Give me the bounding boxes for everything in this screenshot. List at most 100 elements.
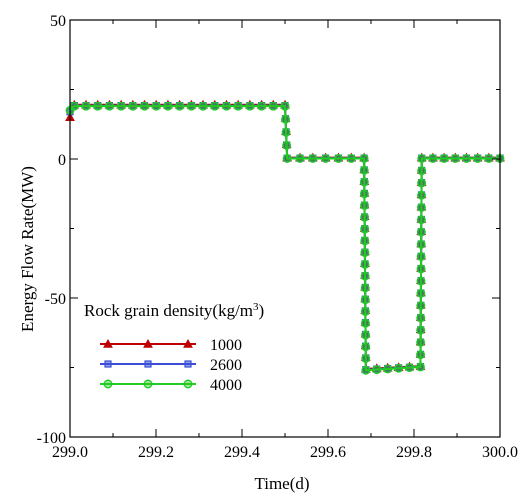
series-layer bbox=[65, 99, 505, 375]
legend-marker bbox=[143, 338, 153, 348]
data-point bbox=[360, 212, 370, 222]
data-point bbox=[140, 101, 149, 111]
legend-entries: 1000 2600 4000 bbox=[100, 337, 242, 394]
data-point bbox=[417, 153, 427, 163]
x-tick-label: 299.0 bbox=[52, 444, 88, 461]
legend-label: 2600 bbox=[210, 357, 242, 374]
x-tick-label: 299.4 bbox=[224, 444, 260, 461]
data-point bbox=[321, 153, 331, 163]
data-point bbox=[360, 271, 370, 281]
data-point bbox=[245, 101, 255, 111]
data-point bbox=[334, 153, 343, 163]
legend-label: 4000 bbox=[210, 377, 242, 394]
data-point bbox=[484, 153, 494, 163]
data-point bbox=[416, 203, 426, 212]
data-point bbox=[417, 190, 426, 200]
data-point bbox=[428, 153, 438, 163]
data-point bbox=[360, 259, 370, 269]
legend-marker bbox=[144, 360, 152, 368]
y-axis-label: Energy Flow Rate(MW) bbox=[18, 166, 37, 332]
data-point bbox=[116, 101, 126, 111]
ticks-layer: 299.0 299.2 299.4 299.6 299.8 300.0 50 0 -50 -100 bbox=[37, 13, 518, 461]
data-point bbox=[175, 101, 185, 111]
data-point bbox=[416, 362, 425, 372]
data-point bbox=[416, 252, 426, 262]
data-point bbox=[359, 165, 369, 175]
data-point bbox=[450, 153, 460, 163]
data-point bbox=[439, 153, 449, 163]
data-point bbox=[416, 239, 426, 249]
legend-marker bbox=[104, 360, 112, 368]
data-point bbox=[416, 313, 426, 323]
data-point bbox=[360, 306, 370, 316]
data-point bbox=[361, 342, 371, 352]
data-point bbox=[360, 283, 370, 293]
data-point bbox=[416, 227, 426, 237]
x-tick-label: 299.2 bbox=[138, 444, 174, 461]
data-point bbox=[268, 101, 278, 111]
data-point bbox=[416, 350, 425, 360]
data-point bbox=[69, 101, 79, 111]
legend-marker bbox=[103, 338, 113, 348]
data-point bbox=[359, 189, 369, 199]
x-tick-label: 300.0 bbox=[482, 444, 518, 461]
legend: Rock grain density(kg/m3) 1000 2600 4000 bbox=[84, 301, 264, 394]
data-point bbox=[416, 288, 426, 298]
data-point bbox=[372, 365, 382, 375]
data-point bbox=[280, 101, 290, 111]
data-point bbox=[210, 101, 220, 111]
data-point bbox=[281, 114, 290, 124]
data-point bbox=[361, 365, 371, 375]
data-point bbox=[81, 101, 91, 111]
data-point bbox=[360, 236, 370, 246]
data-point bbox=[233, 101, 243, 111]
data-point bbox=[383, 364, 393, 374]
data-point bbox=[128, 101, 138, 111]
x-axis-label: Time(d) bbox=[254, 474, 309, 493]
data-point bbox=[282, 140, 292, 150]
data-point bbox=[416, 325, 426, 335]
data-point bbox=[163, 101, 173, 111]
data-point bbox=[405, 363, 414, 373]
data-point bbox=[361, 354, 371, 363]
x-tick-label: 299.8 bbox=[396, 444, 432, 461]
y-tick-label: -100 bbox=[37, 430, 66, 447]
data-point bbox=[308, 153, 318, 163]
data-point bbox=[281, 127, 291, 137]
data-point bbox=[359, 153, 369, 163]
legend-title: Rock grain density(kg/m3) bbox=[84, 301, 264, 320]
data-point bbox=[282, 153, 292, 163]
y-tick-label: 0 bbox=[58, 152, 66, 169]
data-point bbox=[346, 153, 356, 163]
legend-marker bbox=[183, 379, 193, 389]
y-tick-label: -50 bbox=[45, 291, 66, 308]
data-point bbox=[104, 101, 114, 111]
data-point bbox=[186, 101, 196, 111]
data-point bbox=[222, 101, 231, 111]
legend-title-suffix: ) bbox=[259, 301, 265, 320]
legend-title-sup: 3 bbox=[253, 301, 259, 313]
legend-entry: 2600 bbox=[100, 357, 242, 374]
legend-entry: 4000 bbox=[100, 377, 242, 394]
data-point bbox=[394, 363, 404, 373]
y-tick-label: 50 bbox=[50, 13, 66, 30]
data-point bbox=[462, 153, 471, 163]
data-point bbox=[417, 166, 427, 176]
data-point bbox=[295, 153, 305, 163]
series-4000 bbox=[65, 101, 505, 375]
data-point bbox=[473, 153, 483, 163]
legend-entry: 1000 bbox=[100, 337, 242, 354]
data-point bbox=[93, 101, 103, 111]
legend-marker bbox=[184, 360, 192, 368]
data-point bbox=[360, 295, 370, 305]
data-point bbox=[416, 337, 426, 347]
x-tick-label: 299.6 bbox=[310, 444, 346, 461]
data-point bbox=[360, 248, 370, 258]
legend-title-prefix: Rock grain density(kg/m bbox=[84, 301, 253, 320]
data-point bbox=[360, 201, 369, 210]
data-point bbox=[359, 177, 369, 187]
legend-marker bbox=[103, 379, 113, 389]
data-point bbox=[416, 215, 426, 225]
plot-frame bbox=[69, 19, 501, 438]
